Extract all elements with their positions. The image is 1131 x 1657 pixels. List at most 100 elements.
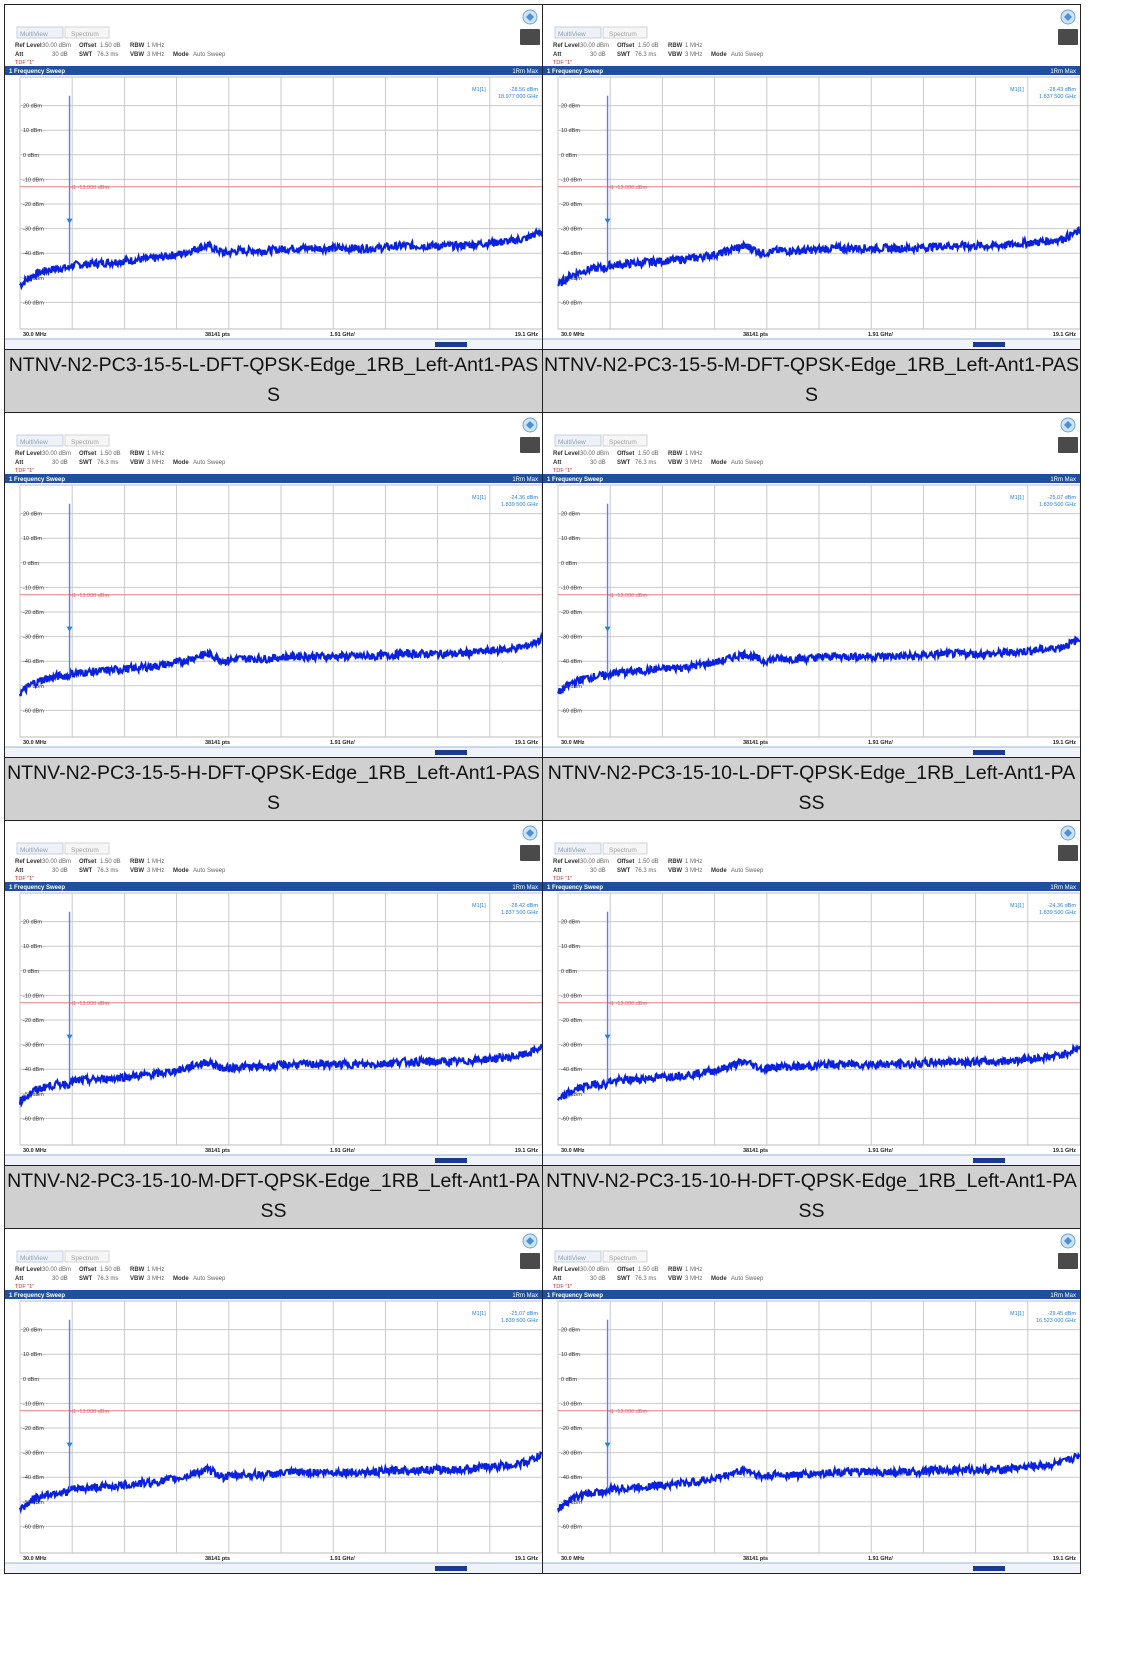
y-tick-label: -20 dBm [561,202,582,208]
y-tick-label: 20 dBm [561,1328,580,1334]
status-bar [5,747,542,757]
progress-indicator [435,1158,467,1163]
mode-label: Mode [711,868,727,874]
y-tick-label: -60 dBm [23,300,44,306]
y-tick-label: -20 dBm [561,1426,582,1432]
y-tick-label: 10 dBm [23,944,42,950]
x-step-label: 1.91 GHz/ [330,1148,355,1154]
rbw-label: RBW [130,43,145,49]
x-stop-label: 19.1 GHz [1053,740,1076,746]
tab-bar[interactable]: MultiView Spectrum [17,843,109,854]
mode-value: Auto Sweep [731,868,764,874]
sweep-title-bar [5,882,542,891]
att-value: 30 dB [52,1276,68,1282]
progress-indicator [435,342,467,347]
sweep-parameters: Ref Level 30.00 dBm Offset 1.50 dB RBW 1 MHzA… [553,451,764,474]
tab-multiview: MultiView [558,847,586,854]
spectrum-screenshot: MultiView Spectrum Ref Level 30.00 dBm Offse… [5,1229,542,1573]
x-step-label: 1.91 GHz/ [330,332,355,338]
att-value: 30 dB [590,52,606,58]
app-logo-icon [1061,1234,1075,1248]
menu-button[interactable] [1058,437,1078,453]
ref-level-label: Ref Level [15,859,42,865]
spectrum-screenshot: MultiView Spectrum Ref Level 30.00 dBm Offse… [543,1229,1080,1573]
sweep-title: 1 Frequency Sweep [547,69,603,75]
vbw-label: VBW [130,1276,144,1282]
tab-multiview: MultiView [558,31,586,38]
limit-line-label: H1 -13.000 dBm [69,593,109,599]
offset-value: 1.50 dB [100,451,121,457]
x-start-label: 30.0 MHz [561,740,585,746]
menu-button[interactable] [1058,845,1078,861]
panel-image-cell: MultiView Spectrum Ref Level 30.00 dBm Offse… [543,1229,1081,1574]
tdf-label: TDF "1" [553,876,572,882]
ref-level-value: 30.00 dBm [42,43,71,49]
trace-label: 1Rm Max [512,69,538,75]
marker-level: -28.43 dBm [1048,87,1077,93]
vbw-label: VBW [130,460,144,466]
sweep-parameters: Ref Level 30.00 dBm Offset 1.50 dB RBW 1 MHzA… [15,859,226,882]
y-tick-label: 0 dBm [23,969,39,975]
marker-name: M1[1] [1010,1311,1024,1317]
att-value: 30 dB [52,868,68,874]
rbw-value: 1 MHz [147,43,164,49]
menu-button[interactable] [520,437,540,453]
y-tick-label: 20 dBm [561,104,580,110]
menu-button[interactable] [520,845,540,861]
tab-bar[interactable]: MultiView Spectrum [555,435,647,446]
trace-label: 1Rm Max [1050,885,1076,891]
progress-indicator [973,750,1005,755]
swt-value: 76.3 ms [635,52,656,58]
mode-value: Auto Sweep [731,460,764,466]
menu-button[interactable] [520,1253,540,1269]
y-tick-label: 20 dBm [23,920,42,926]
att-value: 30 dB [590,1276,606,1282]
progress-indicator [435,1566,467,1571]
att-label: Att [553,868,561,874]
vbw-label: VBW [668,52,682,58]
x-stop-label: 19.1 GHz [1053,1148,1076,1154]
tab-bar[interactable]: MultiView Spectrum [555,1251,647,1262]
tab-spectrum: Spectrum [71,31,99,38]
marker-name: M1[1] [472,87,486,93]
trace-label: 1Rm Max [1050,69,1076,75]
x-axis-labels: 30.0 MHz 38141 pts 1.91 GHz/19.1 GHz [561,740,1076,746]
y-tick-label: -10 dBm [23,585,44,591]
app-logo-icon [523,10,537,24]
limit-line-label: H1 -13.000 dBm [607,1001,647,1007]
y-tick-label: -30 dBm [561,1451,582,1457]
swt-value: 76.3 ms [97,52,118,58]
points-label: 38141 pts [743,1148,768,1154]
trace-label: 1Rm Max [512,477,538,483]
y-tick-label: -10 dBm [561,585,582,591]
rbw-value: 1 MHz [147,451,164,457]
tab-bar[interactable]: MultiView Spectrum [17,435,109,446]
tab-bar[interactable]: MultiView Spectrum [17,1251,109,1262]
x-stop-label: 19.1 GHz [1053,1556,1076,1562]
swt-value: 76.3 ms [97,460,118,466]
menu-button[interactable] [1058,29,1078,45]
menu-button[interactable] [1058,1253,1078,1269]
sweep-title: 1 Frequency Sweep [547,885,603,891]
att-label: Att [15,1276,23,1282]
vbw-label: VBW [668,868,682,874]
sweep-title-bar [543,66,1080,75]
y-tick-label: -60 dBm [561,708,582,714]
tab-bar[interactable]: MultiView Spectrum [555,27,647,38]
tab-bar[interactable]: MultiView Spectrum [17,27,109,38]
tab-spectrum: Spectrum [71,847,99,854]
tab-bar[interactable]: MultiView Spectrum [555,843,647,854]
tab-multiview: MultiView [20,847,48,854]
y-tick-label: -40 dBm [23,251,44,257]
rbw-value: 1 MHz [147,859,164,865]
menu-button[interactable] [520,29,540,45]
y-tick-label: -30 dBm [23,635,44,641]
rbw-label: RBW [668,43,683,49]
tab-multiview: MultiView [20,439,48,446]
panel-caption-cell: NTNV-N2-PC3-15-10-L-DFT-QPSK-Edge_1RB_Le… [543,758,1081,821]
limit-line-label: H1 -13.000 dBm [69,1409,109,1415]
panel-image-cell: MultiView Spectrum Ref Level 30.00 dBm Offse… [5,5,543,350]
mode-label: Mode [711,52,727,58]
vbw-value: 3 MHz [147,460,164,466]
rbw-value: 1 MHz [685,451,702,457]
